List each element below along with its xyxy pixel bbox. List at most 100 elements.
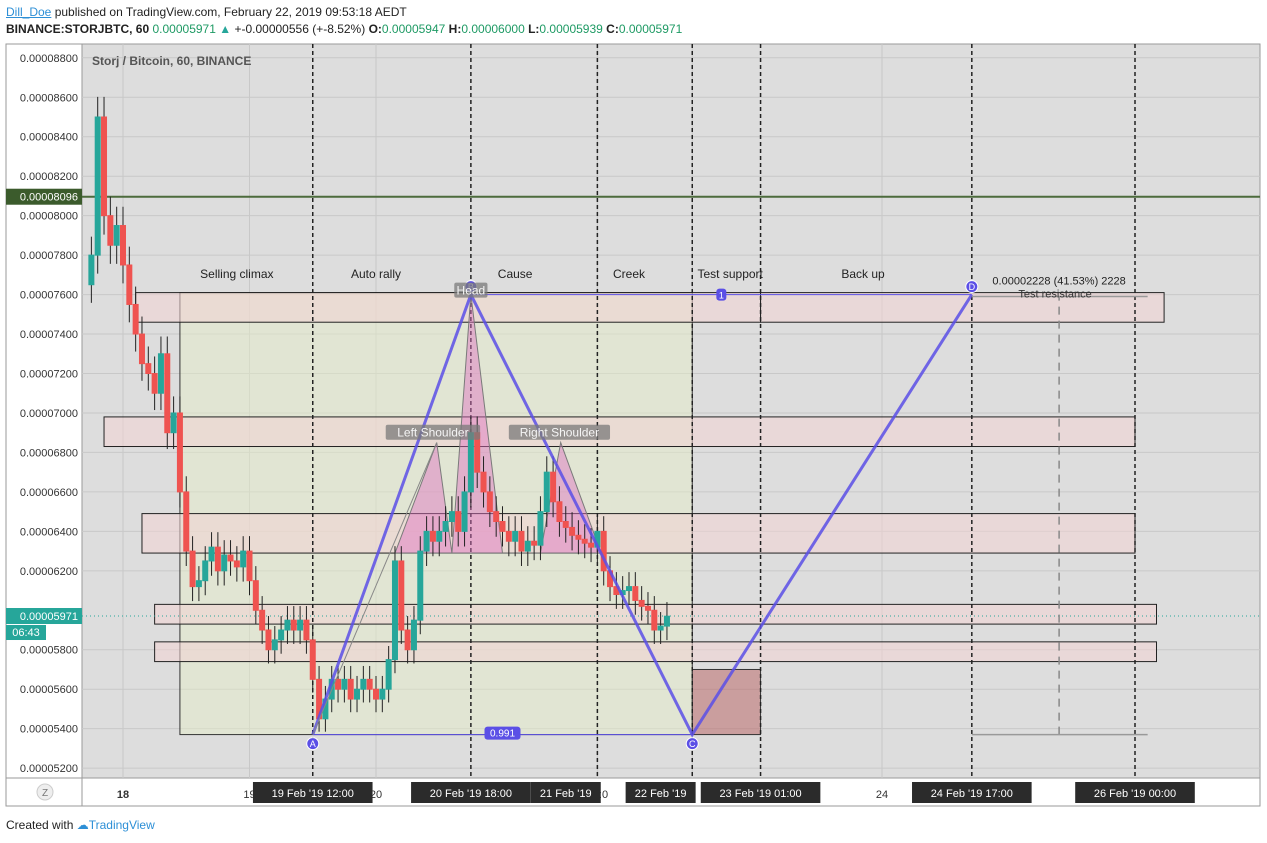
candle-body — [398, 560, 405, 631]
candle-body — [373, 688, 379, 700]
abcd-point-label: A — [310, 739, 316, 749]
y-tick-label: 0.00005200 — [20, 763, 78, 775]
candle-body — [461, 491, 468, 532]
projection-label: 0.00002228 (41.53%) 2228 — [992, 276, 1125, 288]
candle-body — [145, 363, 152, 375]
pattern-label: Head — [457, 284, 486, 298]
candle-body — [518, 530, 525, 552]
y-tick-label: 0.00007800 — [20, 250, 78, 262]
candle-body — [265, 629, 272, 651]
candle-body — [455, 511, 462, 532]
candle-body — [366, 678, 373, 690]
y-tick-label: 0.00005600 — [20, 684, 78, 696]
candle-body — [417, 550, 424, 621]
price-axis-background — [5, 43, 83, 779]
candle-body — [113, 225, 120, 246]
candle-body — [537, 511, 544, 546]
abcd-point-d — [965, 280, 979, 294]
candle-body — [638, 599, 645, 607]
candle-body — [107, 215, 114, 246]
time-highlight-badge — [530, 782, 601, 803]
y-tick-label: 0.00005400 — [20, 724, 78, 736]
time-highlight-label: 23 Feb '19 01:00 — [719, 788, 801, 800]
last-price-label: 0.00005971 — [20, 611, 78, 623]
high-label: H: — [448, 22, 462, 36]
candle-body — [562, 520, 569, 528]
candle-body — [480, 471, 487, 493]
open-label: O: — [368, 22, 382, 36]
y-tick-label: 0.00006800 — [20, 447, 78, 459]
candle-body — [303, 619, 310, 641]
phase-label: Cause — [498, 267, 533, 281]
candle-body — [379, 688, 386, 700]
close-value: 0.00005971 — [618, 22, 683, 36]
countdown-badge — [6, 625, 46, 641]
y-tick-label: 0.00005800 — [20, 645, 78, 657]
time-highlight-label: 20 Feb '19 18:00 — [430, 788, 512, 800]
candle-body — [404, 629, 411, 651]
candle-body — [391, 560, 398, 661]
candle-body — [259, 609, 266, 631]
y-tick-label: 0.00008000 — [20, 211, 78, 223]
candle-body — [524, 540, 531, 552]
timezone-icon: Z — [42, 788, 48, 799]
close-label: C: — [606, 22, 619, 36]
candle-body — [240, 550, 247, 568]
candle-body — [448, 511, 455, 522]
ac-ratio-label: 0.991 — [490, 729, 515, 740]
time-highlight-label: 24 Feb '19 17:00 — [931, 788, 1013, 800]
y-tick-label: 0.00006200 — [20, 566, 78, 578]
zone-rect — [135, 292, 762, 323]
y-tick-label: 0.00007000 — [20, 408, 78, 420]
candle-body — [297, 619, 304, 631]
candle-body — [442, 520, 449, 532]
candle-body — [575, 534, 582, 540]
triangle-up-icon: ▲ — [219, 22, 232, 36]
abcd-point-label: D — [969, 282, 976, 292]
time-highlight-badge — [252, 782, 373, 803]
candle-body — [246, 550, 253, 582]
y-tick-label: 0.00008200 — [20, 171, 78, 183]
last-price: 0.00005971 — [152, 22, 216, 36]
pattern-label: Right Shoulder — [520, 426, 599, 440]
footer: Created with ☁TradingView — [6, 818, 155, 832]
candle-body — [657, 625, 664, 631]
candle-body — [227, 554, 234, 562]
created-with-text: Created with — [6, 818, 74, 832]
bd-marker-label: 1 — [719, 291, 724, 301]
y-tick-label: 0.00007200 — [20, 369, 78, 381]
candle-body — [436, 530, 443, 542]
candle-body — [252, 580, 259, 611]
time-highlight-label: 19 Feb '19 12:00 — [272, 788, 354, 800]
y-tick-label: 0.00008600 — [20, 92, 78, 104]
candle-body — [170, 412, 177, 434]
candle-body — [543, 471, 550, 513]
candle-body — [588, 542, 595, 548]
time-highlight-badge — [912, 782, 1032, 803]
timezone-button[interactable] — [36, 783, 54, 801]
chart-title: Storj / Bitcoin, 60, BINANCE — [92, 54, 251, 68]
phase-label: Test support — [698, 267, 764, 281]
high-value: 0.00006000 — [461, 22, 525, 36]
low-value: 0.00005939 — [539, 22, 603, 36]
tradingview-cloud-icon: ☁ — [76, 818, 89, 832]
candle-body — [499, 520, 506, 532]
publisher-username[interactable]: Dill_Doe — [6, 5, 52, 19]
candle-body — [271, 639, 278, 651]
candle-body — [467, 432, 474, 493]
low-label: L: — [528, 22, 540, 36]
candle-body — [632, 586, 639, 601]
candle-body — [354, 688, 361, 700]
candle-body — [626, 586, 632, 592]
candle-body — [176, 412, 183, 493]
x-tick-label: 19 — [243, 789, 255, 801]
zone-rect — [103, 416, 1136, 448]
candle-body — [385, 659, 392, 690]
candle-body — [309, 639, 316, 680]
tradingview-link[interactable]: TradingView — [88, 818, 155, 832]
candle-body — [284, 619, 291, 631]
candle-body — [233, 560, 240, 568]
candle-body — [290, 619, 297, 631]
candle-body — [189, 550, 196, 588]
